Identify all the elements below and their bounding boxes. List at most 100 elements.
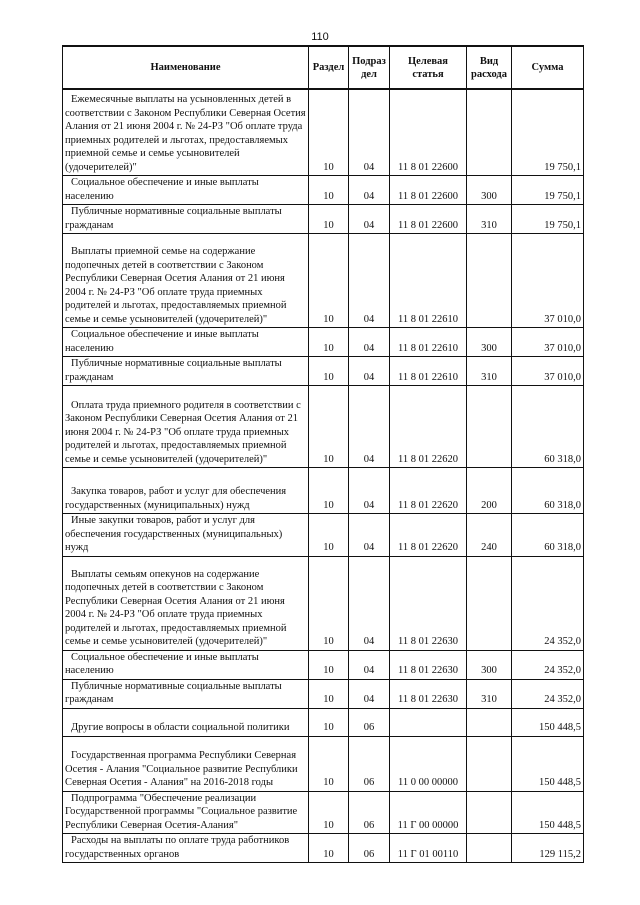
table-row: Подпрограмма "Обеспечение реализации Гос… (62, 790, 584, 834)
row-article: 11 8 01 22620 (389, 385, 467, 468)
row-podrazdel: 04 (348, 513, 390, 557)
row-razdel: 10 (308, 175, 349, 205)
row-sum: 24 352,0 (511, 649, 584, 680)
row-razdel: 10 (308, 385, 349, 468)
row-name: Закупка товаров, работ и услуг для обесп… (62, 467, 309, 514)
row-sum: 24 352,0 (511, 555, 584, 651)
row-article: 11 8 01 22610 (389, 233, 467, 328)
row-article: 11 8 01 22630 (389, 555, 467, 651)
row-podrazdel: 04 (348, 327, 390, 357)
row-vid: 310 (466, 356, 512, 386)
row-article: 11 8 01 22620 (389, 513, 467, 557)
row-razdel: 10 (308, 707, 349, 737)
row-podrazdel: 04 (348, 175, 390, 205)
table-row: Другие вопросы в области социальной поли… (62, 707, 584, 737)
row-vid: 310 (466, 204, 512, 234)
table-row: Расходы на выплаты по оплате труда работ… (62, 833, 584, 863)
table-row: Закупка товаров, работ и услуг для обесп… (62, 467, 584, 514)
row-article: 11 8 01 22630 (389, 649, 467, 680)
row-razdel: 10 (308, 356, 349, 386)
row-razdel: 10 (308, 88, 349, 176)
row-name: Публичные нормативные социальные выплаты… (62, 356, 309, 386)
row-name: Социальное обеспечение и иные выплаты на… (62, 327, 309, 357)
row-vid: 300 (466, 175, 512, 205)
row-name: Оплата труда приемного родителя в соотве… (62, 385, 309, 468)
row-sum: 19 750,1 (511, 204, 584, 234)
row-vid: 200 (466, 467, 512, 514)
row-name: Ежемесячные выплаты на усыновленных дете… (62, 88, 309, 176)
row-name: Публичные нормативные социальные выплаты… (62, 204, 309, 234)
row-razdel: 10 (308, 327, 349, 357)
row-vid (466, 233, 512, 328)
row-vid (466, 385, 512, 468)
row-name: Другие вопросы в области социальной поли… (62, 707, 309, 737)
table-row: Социальное обеспечение и иные выплаты на… (62, 175, 584, 205)
row-name: Иные закупки товаров, работ и услуг для … (62, 513, 309, 557)
table-header: Наименование Раздел Подраз дел Целевая с… (62, 45, 584, 90)
row-article: 11 8 01 22610 (389, 356, 467, 386)
row-podrazdel: 06 (348, 735, 390, 792)
row-podrazdel: 04 (348, 233, 390, 328)
table-row: Ежемесячные выплаты на усыновленных дете… (62, 88, 584, 176)
row-sum: 37 010,0 (511, 356, 584, 386)
row-article: 11 0 00 00000 (389, 735, 467, 792)
header-name: Наименование (62, 45, 309, 90)
header-podrazdel: Подраз дел (348, 45, 390, 90)
row-podrazdel: 04 (348, 555, 390, 651)
row-podrazdel: 04 (348, 467, 390, 514)
row-vid (466, 88, 512, 176)
row-podrazdel: 04 (348, 356, 390, 386)
row-name: Расходы на выплаты по оплате труда работ… (62, 833, 309, 863)
page-number: 110 (311, 31, 329, 43)
row-article (389, 707, 467, 737)
header-article: Целевая статья (389, 45, 467, 90)
row-name: Выплаты приемной семье на содержание под… (62, 233, 309, 328)
row-name: Социальное обеспечение и иные выплаты на… (62, 649, 309, 680)
row-podrazdel: 06 (348, 707, 390, 737)
row-sum: 24 352,0 (511, 678, 584, 709)
row-sum: 150 448,5 (511, 790, 584, 834)
row-razdel: 10 (308, 513, 349, 557)
row-sum: 129 115,2 (511, 833, 584, 863)
row-sum: 37 010,0 (511, 233, 584, 328)
row-name: Государственная программа Республики Сев… (62, 735, 309, 792)
header-razdel: Раздел (308, 45, 349, 90)
row-article: 11 8 01 22600 (389, 204, 467, 234)
row-article: 11 8 01 22600 (389, 175, 467, 205)
table-row: Публичные нормативные социальные выплаты… (62, 356, 584, 386)
row-name: Социальное обеспечение и иные выплаты на… (62, 175, 309, 205)
header-sum: Сумма (511, 45, 584, 90)
table-row: Социальное обеспечение и иные выплаты на… (62, 649, 584, 680)
row-vid: 240 (466, 513, 512, 557)
row-razdel: 10 (308, 790, 349, 834)
row-podrazdel: 04 (348, 678, 390, 709)
row-article: 11 8 01 22630 (389, 678, 467, 709)
row-article: 11 Г 01 00110 (389, 833, 467, 863)
row-podrazdel: 04 (348, 88, 390, 176)
row-sum: 60 318,0 (511, 513, 584, 557)
row-sum: 37 010,0 (511, 327, 584, 357)
row-name: Публичные нормативные социальные выплаты… (62, 678, 309, 709)
row-sum: 19 750,1 (511, 88, 584, 176)
table-row: Выплаты семьям опекунов на содержание по… (62, 555, 584, 651)
row-sum: 150 448,5 (511, 707, 584, 737)
row-razdel: 10 (308, 678, 349, 709)
row-vid (466, 833, 512, 863)
row-article: 11 Г 00 00000 (389, 790, 467, 834)
row-vid: 300 (466, 649, 512, 680)
row-razdel: 10 (308, 649, 349, 680)
row-sum: 60 318,0 (511, 385, 584, 468)
row-article: 11 8 01 22610 (389, 327, 467, 357)
row-podrazdel: 06 (348, 833, 390, 863)
table-row: Выплаты приемной семье на содержание под… (62, 233, 584, 328)
table-row: Публичные нормативные социальные выплаты… (62, 204, 584, 234)
row-razdel: 10 (308, 735, 349, 792)
table-row: Иные закупки товаров, работ и услуг для … (62, 513, 584, 557)
row-article: 11 8 01 22600 (389, 88, 467, 176)
row-sum: 150 448,5 (511, 735, 584, 792)
row-vid (466, 555, 512, 651)
table-row: Государственная программа Республики Сев… (62, 735, 584, 792)
table-row: Социальное обеспечение и иные выплаты на… (62, 327, 584, 357)
budget-table: Наименование Раздел Подраз дел Целевая с… (62, 45, 584, 863)
row-podrazdel: 04 (348, 204, 390, 234)
